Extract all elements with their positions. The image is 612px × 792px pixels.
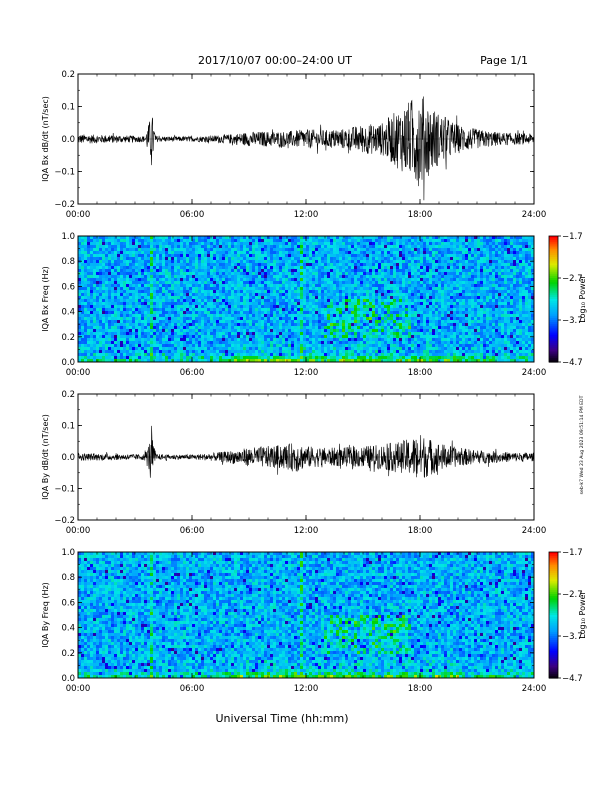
y-tick-label: 0.2 bbox=[61, 333, 75, 343]
colorbar-label: Log₁₀ Power bbox=[578, 591, 587, 639]
colorbar-tick-label: −4.7 bbox=[562, 358, 583, 368]
y-tick-label: 0.8 bbox=[61, 257, 75, 267]
side-note: seb-k7 Wed 23 Aug 2023 09:51:14 PM EDT bbox=[579, 395, 585, 494]
x-tick-label: 12:00 bbox=[294, 210, 319, 220]
y-tick-label: 1.0 bbox=[61, 232, 75, 242]
x-tick-label: 12:00 bbox=[294, 684, 319, 694]
colorbar-tick-label: −4.7 bbox=[562, 674, 583, 684]
y-tick-label: 0.2 bbox=[61, 70, 75, 80]
x-tick-label: 18:00 bbox=[408, 368, 433, 378]
y-axis-label: IQA Bx dB/dt (nT/sec) bbox=[41, 96, 50, 182]
y-tick-label: 0.2 bbox=[61, 390, 75, 400]
colorbar-tick-label: −3.7 bbox=[562, 316, 583, 326]
y-tick-label: −0.1 bbox=[54, 485, 75, 495]
y-tick-label: −0.2 bbox=[54, 200, 75, 210]
y-tick-label: 0.2 bbox=[61, 649, 75, 659]
x-tick-label: 00:00 bbox=[66, 210, 91, 220]
colorbar-tick-label: −2.7 bbox=[562, 274, 583, 284]
x-tick-label: 06:00 bbox=[180, 526, 205, 536]
y-tick-label: 0.1 bbox=[61, 103, 75, 113]
y-axis-label: IQA By Freq (Hz) bbox=[41, 582, 50, 648]
y-tick-label: 0.4 bbox=[61, 308, 75, 318]
x-tick-label: 24:00 bbox=[522, 210, 547, 220]
x-axis-title: Universal Time (hh:mm) bbox=[216, 712, 349, 725]
x-tick-label: 00:00 bbox=[66, 684, 91, 694]
y-tick-label: 0.0 bbox=[61, 135, 75, 145]
dbdt-trace bbox=[77, 96, 535, 201]
dbdt-trace bbox=[77, 425, 535, 478]
colorbar-tick-label: −1.7 bbox=[562, 548, 583, 558]
colorbar-tick-label: −2.7 bbox=[562, 590, 583, 600]
x-tick-label: 12:00 bbox=[294, 526, 319, 536]
y-tick-label: 0.0 bbox=[61, 674, 75, 684]
x-tick-label: 00:00 bbox=[66, 526, 91, 536]
colorbar-label: Log₁₀ Power bbox=[578, 275, 587, 323]
bx-dbdt-panel: 0.2 0.1 0.0 −0.1 −0.200:00 06:00 12:00 18:00 24:… bbox=[41, 70, 546, 220]
colorbar: −1.7 −2.7 −3.7 −4.7 Log₁₀ Power bbox=[548, 232, 587, 368]
y-tick-label: 0.0 bbox=[61, 358, 75, 368]
x-tick-label: 18:00 bbox=[408, 526, 433, 536]
y-tick-label: 1.0 bbox=[61, 548, 75, 558]
page-number: Page 1/1 bbox=[480, 54, 528, 67]
y-tick-label: 0.6 bbox=[61, 282, 75, 292]
colorbar-tick-label: −1.7 bbox=[562, 232, 583, 242]
x-tick-label: 06:00 bbox=[180, 210, 205, 220]
y-tick-label: −0.2 bbox=[54, 516, 75, 526]
x-tick-label: 06:00 bbox=[180, 684, 205, 694]
spectrogram-cells bbox=[78, 236, 534, 362]
x-tick-label: 12:00 bbox=[294, 368, 319, 378]
y-tick-label: 0.6 bbox=[61, 598, 75, 608]
by-spectrogram-panel: −1.7 −2.7 −3.7 −4.7 Log₁₀ Power 1.0 0.8 0.6 0.4 0… bbox=[41, 548, 587, 694]
y-tick-label: −0.1 bbox=[54, 168, 75, 178]
y-tick-label: 0.0 bbox=[61, 453, 75, 463]
y-tick-label: 0.1 bbox=[61, 422, 75, 432]
bx-spectrogram-panel: −1.7 −2.7 −3.7 −4.7 Log₁₀ Power 1.0 0.8 0.6 0.4 0… bbox=[41, 232, 587, 378]
y-tick-label: 0.4 bbox=[61, 624, 75, 634]
x-tick-label: 24:00 bbox=[522, 368, 547, 378]
x-tick-label: 00:00 bbox=[66, 368, 91, 378]
x-tick-label: 18:00 bbox=[408, 684, 433, 694]
y-axis-label: IQA Bx Freq (Hz) bbox=[41, 266, 50, 332]
page-title: 2017/10/07 00:00–24:00 UT bbox=[198, 54, 352, 67]
y-axis-label: IQA By dB/dt (nT/sec) bbox=[41, 414, 50, 500]
x-tick-label: 06:00 bbox=[180, 368, 205, 378]
y-tick-label: 0.8 bbox=[61, 573, 75, 583]
x-tick-label: 24:00 bbox=[522, 526, 547, 536]
colorbar: −1.7 −2.7 −3.7 −4.7 Log₁₀ Power bbox=[548, 548, 587, 684]
spectrogram-cells bbox=[78, 552, 534, 678]
x-tick-label: 24:00 bbox=[522, 684, 547, 694]
x-tick-label: 18:00 bbox=[408, 210, 433, 220]
colorbar-tick-label: −3.7 bbox=[562, 632, 583, 642]
by-dbdt-panel: 0.2 0.1 0.0 −0.1 −0.200:00 06:00 12:00 18:00 24:… bbox=[41, 390, 546, 536]
